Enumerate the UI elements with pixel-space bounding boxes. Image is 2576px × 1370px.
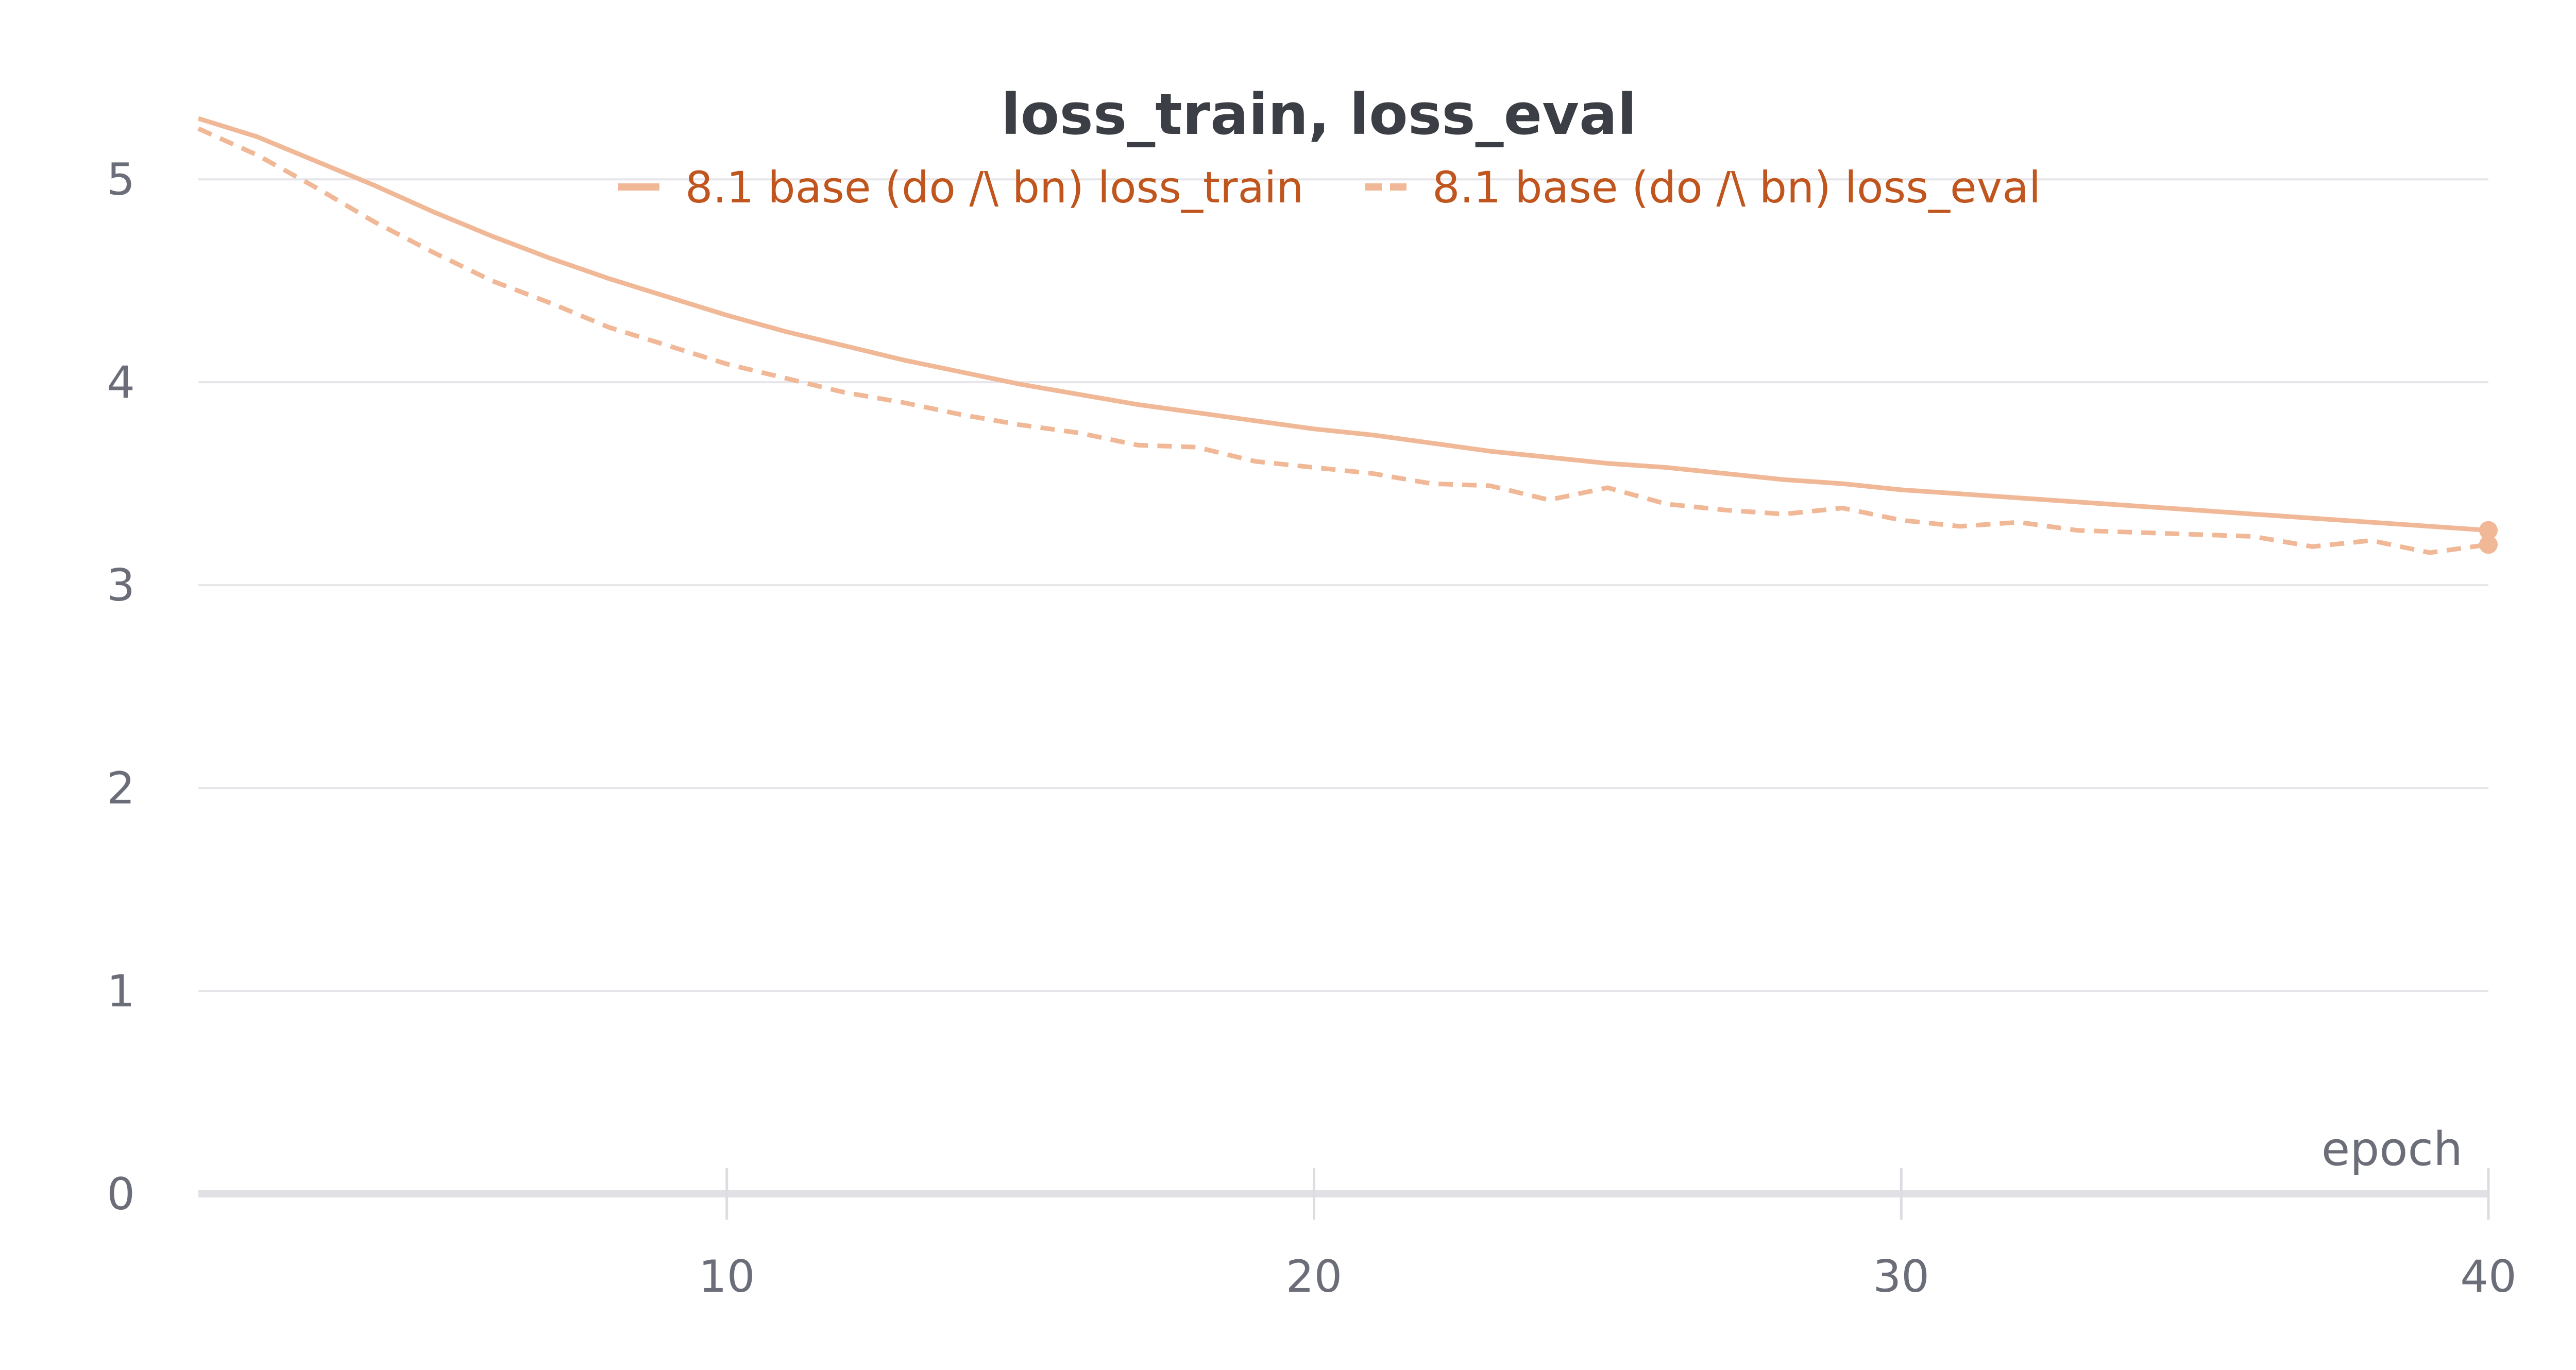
x-tick-label: 40 bbox=[2460, 1251, 2516, 1303]
legend-label[interactable]: 8.1 base (do /\ bn) loss_train bbox=[685, 162, 1304, 213]
series-end-point[interactable] bbox=[2479, 521, 2498, 540]
x-axis-label: epoch bbox=[2321, 1122, 2463, 1176]
x-tick-label: 30 bbox=[1873, 1251, 1929, 1303]
y-tick-label: 4 bbox=[107, 357, 135, 408]
y-tick-label: 5 bbox=[107, 154, 135, 206]
legend[interactable]: 8.1 base (do /\ bn) loss_train 8.1 base (… bbox=[618, 162, 2041, 213]
tick-labels: 0 1 2 3 4 5 10 20 30 40 bbox=[107, 154, 2516, 1303]
x-axis bbox=[198, 1168, 2490, 1220]
series-line-loss-eval[interactable] bbox=[197, 126, 2489, 555]
series-lines bbox=[197, 116, 2498, 555]
series-end-point[interactable] bbox=[2479, 535, 2498, 554]
series-line-loss-train[interactable] bbox=[197, 116, 2489, 533]
y-tick-label: 3 bbox=[107, 560, 135, 611]
grid-lines bbox=[198, 178, 2488, 992]
x-tick-label: 10 bbox=[699, 1251, 755, 1303]
x-tick-label: 20 bbox=[1286, 1251, 1342, 1303]
y-tick-label: 0 bbox=[107, 1169, 135, 1220]
legend-label[interactable]: 8.1 base (do /\ bn) loss_eval bbox=[1432, 162, 2041, 213]
y-tick-label: 2 bbox=[107, 763, 135, 814]
y-tick-label: 1 bbox=[107, 966, 135, 1017]
chart-title: loss_train, loss_eval bbox=[1001, 81, 1637, 147]
